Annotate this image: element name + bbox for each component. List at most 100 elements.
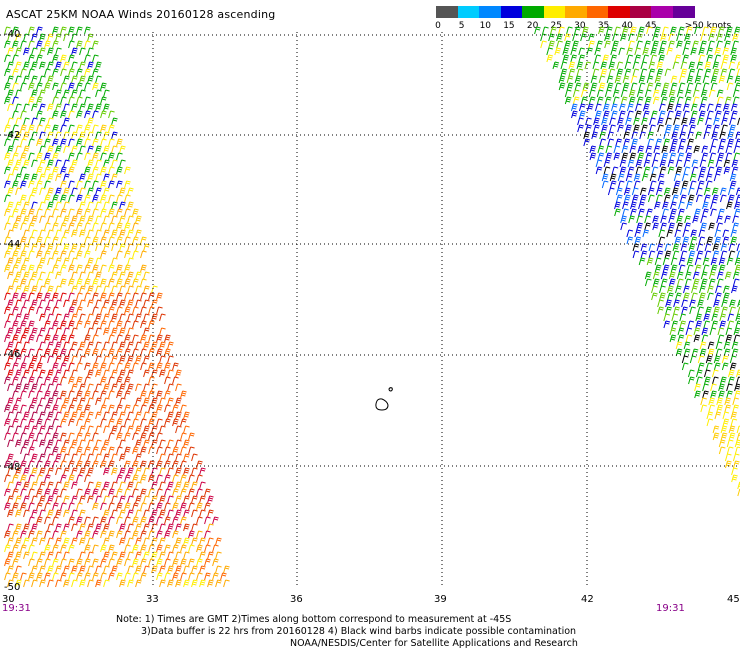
wind-barb [60, 110, 67, 119]
wind-barb [726, 82, 734, 91]
wind-barb [76, 362, 83, 371]
wind-barb [725, 327, 733, 336]
wind-barb [644, 40, 651, 49]
wind-barb [180, 390, 187, 399]
wind-barb [84, 558, 91, 567]
wind-barb [68, 96, 75, 105]
wind-barb [111, 215, 118, 224]
wind-barb [621, 145, 629, 154]
wind-barb [116, 488, 123, 497]
wind-barb [710, 201, 717, 210]
wind-barb [116, 404, 123, 413]
wind-barb [148, 404, 155, 413]
wind-barb [119, 383, 126, 392]
wind-barb [68, 110, 75, 119]
wind-barb [28, 460, 35, 469]
wind-barb [31, 355, 38, 364]
wind-barb [15, 243, 22, 252]
wind-barb [84, 446, 91, 455]
wind-barb [687, 138, 694, 147]
wind-barb [564, 40, 571, 49]
wind-barb [172, 376, 179, 385]
wind-barb [84, 26, 91, 35]
wind-barb [638, 201, 645, 210]
wind-barb [52, 390, 59, 399]
wind-barb [63, 173, 70, 182]
lat-label: -42 [4, 130, 20, 141]
wind-barb [127, 271, 134, 280]
wind-barb [63, 187, 70, 196]
wind-barb [715, 292, 722, 301]
wind-barb [151, 369, 158, 378]
wind-barb [634, 236, 642, 245]
wind-barb [31, 201, 38, 210]
wind-barb [47, 103, 54, 112]
wind-barb [191, 537, 198, 546]
wind-barb [103, 551, 110, 560]
wind-barb [207, 537, 214, 546]
wind-barb [700, 215, 707, 224]
wind-barb [84, 40, 91, 49]
wind-barb [52, 96, 59, 105]
wind-barb [634, 54, 642, 63]
time-label-left: 19:31 [2, 603, 31, 614]
wind-barb [143, 397, 150, 406]
wind-barb [92, 264, 99, 273]
wind-barb [39, 327, 46, 336]
wind-barb [47, 47, 54, 56]
wind-barb [164, 488, 171, 497]
wind-barb [79, 551, 86, 560]
wind-barb [28, 432, 35, 441]
wind-barb [39, 467, 46, 476]
wind-barb [694, 383, 701, 392]
wind-barb [564, 33, 571, 42]
wind-barb [580, 33, 587, 42]
wind-barb [15, 523, 22, 532]
wind-barb [63, 313, 70, 322]
wind-barb [95, 285, 102, 294]
wind-barb [52, 40, 59, 49]
wind-barb [651, 285, 658, 294]
wind-barb [79, 383, 86, 392]
wind-barb [28, 236, 35, 245]
wind-barb [684, 96, 692, 105]
wind-barb [23, 47, 30, 56]
wind-barb [4, 460, 11, 469]
wind-barb [36, 292, 43, 301]
wind-barb [724, 453, 732, 462]
wind-barb [84, 530, 91, 539]
wind-barb [12, 124, 19, 133]
wind-barb [716, 40, 723, 49]
wind-barb [76, 488, 83, 497]
wind-barb [172, 502, 179, 511]
wind-barb [704, 376, 711, 385]
wind-barb [4, 488, 11, 497]
wind-barb [55, 243, 62, 252]
wind-barb [31, 467, 38, 476]
wind-barb [593, 117, 600, 126]
wind-barb [4, 320, 11, 329]
wind-barb [63, 565, 70, 574]
wind-barb [728, 250, 736, 259]
wind-barb [44, 390, 51, 399]
wind-barb [707, 285, 714, 294]
wind-barb [588, 96, 596, 105]
wind-barb [634, 103, 642, 112]
wind-barb [68, 54, 75, 63]
wind-barb [733, 460, 740, 469]
wind-barb [679, 138, 686, 147]
wind-barb [617, 124, 624, 133]
wind-barb [731, 166, 739, 175]
wind-barb [23, 299, 30, 308]
wind-barb [642, 54, 650, 63]
wind-barb [140, 278, 147, 287]
wind-barb [23, 481, 30, 490]
wind-barb [720, 68, 728, 77]
wind-barb [52, 418, 59, 427]
wind-barb [623, 194, 631, 203]
wind-barb [670, 82, 678, 91]
wind-barb [683, 285, 690, 294]
wind-barb [159, 341, 166, 350]
wind-barb [667, 292, 674, 301]
wind-barb [183, 481, 190, 490]
